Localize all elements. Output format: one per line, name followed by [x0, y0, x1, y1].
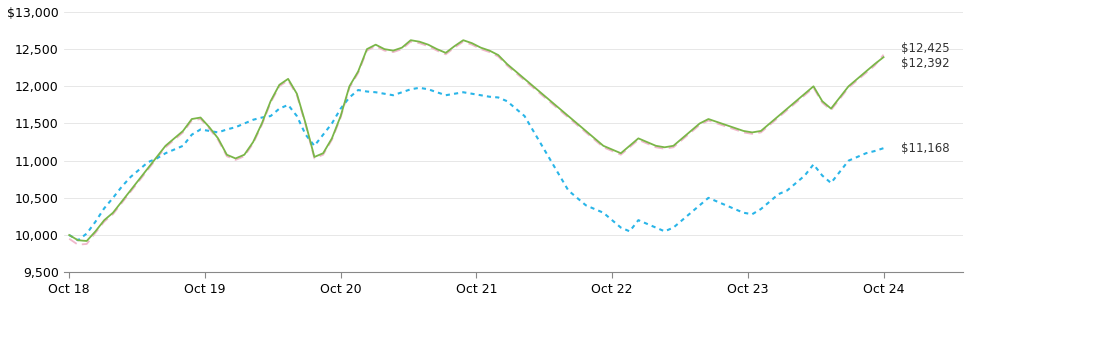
Text: $12,392: $12,392 [900, 57, 950, 69]
Text: $11,168: $11,168 [900, 142, 950, 155]
Text: $12,425: $12,425 [900, 42, 950, 55]
